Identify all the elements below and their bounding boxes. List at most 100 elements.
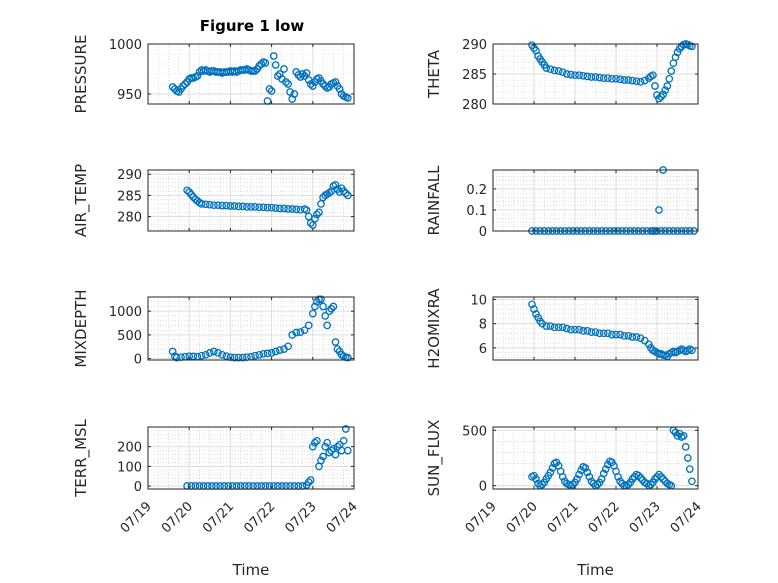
data-point (665, 74, 674, 83)
data-point (255, 203, 264, 212)
data-point (616, 477, 624, 486)
data-point (636, 334, 645, 343)
data-point (230, 202, 239, 210)
data-point (214, 349, 222, 357)
data-point (308, 442, 317, 451)
data-point (562, 70, 571, 78)
data-point (575, 71, 583, 80)
data-point (210, 201, 218, 210)
data-point (265, 85, 274, 93)
subplot-2: 280 285 290 THETA (425, 38, 699, 113)
series-points (528, 426, 696, 490)
subplot-1: 950 1000 PRESSURE (72, 35, 355, 113)
data-point (624, 480, 633, 489)
data-point (214, 201, 222, 210)
data-point (311, 438, 319, 447)
y-tick-label: 280 (462, 98, 487, 113)
data-point (319, 80, 327, 88)
y-tick-label: 0 (479, 225, 487, 240)
subplot-4: 0 0.1 0.2 RAINFALL (425, 165, 699, 240)
axes-frame (147, 296, 355, 361)
data-point (681, 443, 690, 451)
data-point (292, 205, 301, 214)
data-point (333, 442, 342, 451)
data-point (308, 82, 317, 90)
data-point (554, 67, 563, 75)
data-point (661, 86, 670, 95)
data-point (343, 94, 352, 102)
data-point (288, 205, 297, 213)
data-point (267, 349, 276, 357)
data-point (575, 470, 583, 479)
data-point (168, 347, 177, 356)
data-point (649, 71, 657, 80)
data-point (343, 446, 352, 455)
data-point (601, 465, 610, 473)
data-point (313, 210, 321, 219)
data-point (311, 214, 319, 223)
data-point (315, 208, 323, 217)
series-points (528, 40, 696, 103)
data-point (603, 74, 612, 83)
series-points (183, 180, 352, 229)
data-point (614, 472, 622, 481)
data-point (321, 312, 330, 320)
figure-title: Figure 1 low (200, 17, 305, 35)
axes-frame (147, 43, 355, 105)
y-tick-label: 290 (117, 168, 142, 183)
data-point (620, 76, 629, 84)
data-point (271, 61, 280, 69)
data-point (311, 302, 319, 311)
data-point (632, 77, 641, 86)
data-point (251, 67, 259, 75)
y-tick-label: 10 (470, 293, 487, 308)
data-point (234, 202, 243, 211)
data-point (550, 66, 559, 75)
data-point (608, 330, 616, 339)
data-point (259, 349, 268, 358)
data-point (238, 353, 247, 362)
data-point (636, 474, 645, 482)
data-point (339, 187, 348, 196)
data-point (271, 204, 280, 212)
data-point (595, 329, 604, 338)
data-point (329, 302, 338, 311)
data-point (271, 347, 280, 356)
y-tick-label: 200 (117, 441, 142, 456)
data-point (655, 470, 663, 479)
y-tick-label: 285 (462, 68, 487, 83)
data-point (247, 203, 255, 211)
data-point (331, 450, 340, 459)
data-point (663, 82, 672, 90)
data-point (640, 76, 649, 85)
data-point (343, 191, 352, 200)
y-tick-label: 0 (134, 353, 142, 368)
data-point (292, 328, 301, 337)
data-point (655, 206, 663, 214)
data-point (313, 436, 321, 445)
data-point (634, 471, 643, 480)
data-point (255, 350, 264, 359)
y-tick-label: 285 (117, 189, 142, 204)
data-point (616, 330, 624, 339)
data-point (222, 201, 231, 210)
data-point (251, 351, 259, 360)
data-point (269, 52, 278, 60)
data-point (304, 478, 313, 486)
y-tick-label: 500 (117, 329, 142, 344)
data-point (616, 75, 624, 84)
data-point (599, 74, 608, 83)
data-point (230, 353, 239, 362)
data-point (632, 333, 641, 341)
data-point (222, 352, 231, 361)
data-point (659, 90, 667, 99)
data-point (671, 53, 680, 62)
x-axis-label: Time (576, 561, 614, 579)
y-tick-label: 500 (462, 424, 487, 439)
data-point (323, 321, 332, 330)
subplot-5: 0 500 1000 MIXDEPTH (72, 289, 355, 368)
data-point (179, 82, 187, 90)
data-point (587, 73, 596, 81)
data-point (197, 351, 206, 360)
data-point (657, 472, 665, 481)
